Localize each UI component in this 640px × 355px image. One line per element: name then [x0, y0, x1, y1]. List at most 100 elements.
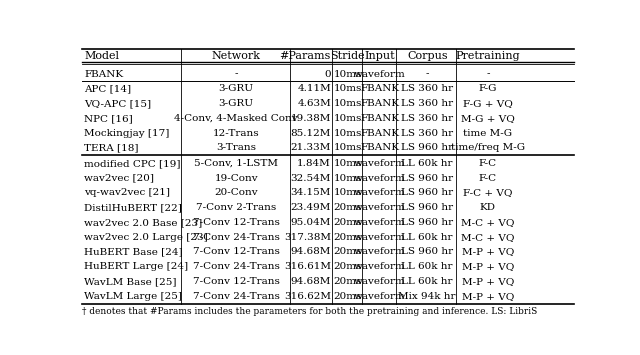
Text: NPC [16]: NPC [16] — [84, 114, 133, 123]
Text: 95.04M: 95.04M — [291, 218, 331, 227]
Text: modified CPC [19]: modified CPC [19] — [84, 159, 181, 168]
Text: 23.49M: 23.49M — [291, 203, 331, 212]
Text: LS 960 hr: LS 960 hr — [401, 203, 453, 212]
Text: 10ms: 10ms — [333, 70, 362, 78]
Text: LS 360 hr: LS 360 hr — [401, 129, 453, 138]
Text: waveform: waveform — [354, 174, 406, 182]
Text: LS 960 hr: LS 960 hr — [401, 218, 453, 227]
Text: LS 360 hr: LS 360 hr — [401, 114, 453, 123]
Text: 316.61M: 316.61M — [284, 262, 331, 271]
Text: LS 960 hr: LS 960 hr — [401, 174, 453, 182]
Text: Network: Network — [212, 51, 260, 61]
Text: 20-Conv: 20-Conv — [214, 189, 258, 197]
Text: 19.38M: 19.38M — [291, 114, 331, 123]
Text: 20ms: 20ms — [333, 277, 362, 286]
Text: TERA [18]: TERA [18] — [84, 143, 139, 152]
Text: FBANK: FBANK — [360, 114, 399, 123]
Text: M-G + VQ: M-G + VQ — [461, 114, 515, 123]
Text: 10ms: 10ms — [333, 189, 362, 197]
Text: M-C + VQ: M-C + VQ — [461, 218, 515, 227]
Text: 10ms: 10ms — [333, 159, 362, 168]
Text: 94.68M: 94.68M — [291, 247, 331, 256]
Text: 12-Trans: 12-Trans — [213, 129, 260, 138]
Text: 20ms: 20ms — [333, 233, 362, 242]
Text: FBANK: FBANK — [360, 143, 399, 152]
Text: wav2vec [20]: wav2vec [20] — [84, 174, 154, 182]
Text: 3-Trans: 3-Trans — [216, 143, 256, 152]
Text: FBANK: FBANK — [360, 84, 399, 93]
Text: WavLM Large [25]: WavLM Large [25] — [84, 292, 182, 301]
Text: LS 960 hr: LS 960 hr — [401, 247, 453, 256]
Text: 4-Conv, 4-Masked Conv: 4-Conv, 4-Masked Conv — [175, 114, 298, 123]
Text: vq-wav2vec [21]: vq-wav2vec [21] — [84, 189, 170, 197]
Text: 20ms: 20ms — [333, 218, 362, 227]
Text: M-P + VQ: M-P + VQ — [462, 277, 514, 286]
Text: HuBERT Base [24]: HuBERT Base [24] — [84, 247, 183, 256]
Text: F-G + VQ: F-G + VQ — [463, 99, 513, 108]
Text: #Params: #Params — [280, 51, 331, 61]
Text: M-C + VQ: M-C + VQ — [461, 233, 515, 242]
Text: Mockingjay [17]: Mockingjay [17] — [84, 129, 170, 138]
Text: LL 60k hr: LL 60k hr — [401, 277, 453, 286]
Text: 32.54M: 32.54M — [291, 174, 331, 182]
Text: F-C + VQ: F-C + VQ — [463, 189, 513, 197]
Text: 94.68M: 94.68M — [291, 277, 331, 286]
Text: 21.33M: 21.33M — [291, 143, 331, 152]
Text: M-P + VQ: M-P + VQ — [462, 292, 514, 301]
Text: FBANK: FBANK — [84, 70, 124, 78]
Text: 10ms: 10ms — [333, 143, 362, 152]
Text: wav2vec 2.0 Large [23]: wav2vec 2.0 Large [23] — [84, 233, 208, 242]
Text: 316.62M: 316.62M — [284, 292, 331, 301]
Text: waveform: waveform — [354, 70, 406, 78]
Text: -: - — [486, 70, 490, 78]
Text: time M-G: time M-G — [463, 129, 513, 138]
Text: 7-Conv 12-Trans: 7-Conv 12-Trans — [193, 247, 280, 256]
Text: waveform: waveform — [354, 159, 406, 168]
Text: VQ-APC [15]: VQ-APC [15] — [84, 99, 152, 108]
Text: LS 960 hr: LS 960 hr — [401, 189, 453, 197]
Text: 7-Conv 24-Trans: 7-Conv 24-Trans — [193, 292, 280, 301]
Text: -: - — [234, 70, 238, 78]
Text: 5-Conv, 1-LSTM: 5-Conv, 1-LSTM — [195, 159, 278, 168]
Text: time/freq M-G: time/freq M-G — [451, 143, 525, 152]
Text: HuBERT Large [24]: HuBERT Large [24] — [84, 262, 189, 271]
Text: LS 960 hr: LS 960 hr — [401, 143, 453, 152]
Text: LS 360 hr: LS 360 hr — [401, 99, 453, 108]
Text: Model: Model — [84, 51, 120, 61]
Text: † denotes that #Params includes the parameters for both the pretraining and infe: † denotes that #Params includes the para… — [83, 307, 538, 316]
Text: waveform: waveform — [354, 233, 406, 242]
Text: 4.11M: 4.11M — [297, 84, 331, 93]
Text: waveform: waveform — [354, 203, 406, 212]
Text: 317.38M: 317.38M — [284, 233, 331, 242]
Text: FBANK: FBANK — [360, 99, 399, 108]
Text: waveform: waveform — [354, 292, 406, 301]
Text: wav2vec 2.0 Base [23]: wav2vec 2.0 Base [23] — [84, 218, 203, 227]
Text: 20ms: 20ms — [333, 292, 362, 301]
Text: waveform: waveform — [354, 189, 406, 197]
Text: 34.15M: 34.15M — [291, 189, 331, 197]
Text: 7-Conv 12-Trans: 7-Conv 12-Trans — [193, 218, 280, 227]
Text: 20ms: 20ms — [333, 203, 362, 212]
Text: 20ms: 20ms — [333, 262, 362, 271]
Text: 4.63M: 4.63M — [297, 99, 331, 108]
Text: 10ms: 10ms — [333, 129, 362, 138]
Text: 7-Conv 12-Trans: 7-Conv 12-Trans — [193, 277, 280, 286]
Text: F-C: F-C — [479, 159, 497, 168]
Text: 85.12M: 85.12M — [291, 129, 331, 138]
Text: waveform: waveform — [354, 218, 406, 227]
Text: DistilHuBERT [22]: DistilHuBERT [22] — [84, 203, 182, 212]
Text: KD: KD — [480, 203, 496, 212]
Text: APC [14]: APC [14] — [84, 84, 132, 93]
Text: waveform: waveform — [354, 247, 406, 256]
Text: 7-Conv 24-Trans: 7-Conv 24-Trans — [193, 233, 280, 242]
Text: M-P + VQ: M-P + VQ — [462, 247, 514, 256]
Text: 7-Conv 24-Trans: 7-Conv 24-Trans — [193, 262, 280, 271]
Text: Pretraining: Pretraining — [456, 51, 520, 61]
Text: LS 360 hr: LS 360 hr — [401, 84, 453, 93]
Text: 10ms: 10ms — [333, 114, 362, 123]
Text: -: - — [426, 70, 429, 78]
Text: 19-Conv: 19-Conv — [214, 174, 258, 182]
Text: LL 60k hr: LL 60k hr — [401, 233, 453, 242]
Text: 7-Conv 2-Trans: 7-Conv 2-Trans — [196, 203, 276, 212]
Text: LL 60k hr: LL 60k hr — [401, 159, 453, 168]
